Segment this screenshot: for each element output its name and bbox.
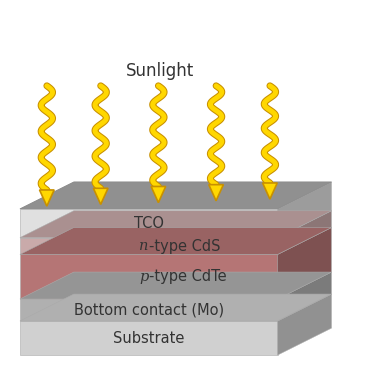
Text: p: p (139, 270, 149, 284)
Polygon shape (20, 209, 278, 238)
Text: Bottom contact (Mo): Bottom contact (Mo) (74, 303, 224, 317)
Polygon shape (278, 228, 332, 299)
Polygon shape (20, 228, 332, 255)
Polygon shape (20, 255, 278, 299)
Text: TCO: TCO (134, 216, 164, 231)
Polygon shape (278, 294, 332, 355)
Polygon shape (20, 182, 332, 209)
Polygon shape (20, 272, 332, 299)
Polygon shape (20, 238, 278, 255)
Text: -type CdTe: -type CdTe (149, 269, 227, 284)
Polygon shape (93, 188, 108, 204)
Text: Sunlight: Sunlight (126, 62, 195, 80)
Polygon shape (262, 183, 277, 199)
Text: Substrate: Substrate (113, 330, 185, 346)
Polygon shape (20, 294, 332, 321)
Polygon shape (151, 187, 166, 203)
Polygon shape (20, 321, 278, 355)
Polygon shape (20, 182, 332, 209)
Polygon shape (39, 190, 54, 206)
Polygon shape (278, 211, 332, 255)
Polygon shape (20, 299, 278, 321)
Polygon shape (209, 185, 223, 201)
Polygon shape (20, 211, 332, 238)
Text: n: n (139, 239, 149, 253)
Polygon shape (278, 182, 332, 238)
Polygon shape (278, 272, 332, 321)
Text: -type CdS: -type CdS (149, 238, 220, 253)
